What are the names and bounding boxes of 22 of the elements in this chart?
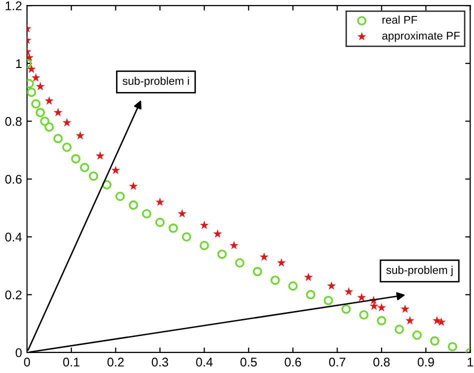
x-tick-label: 0.6 [284,358,302,367]
x-tick-label: 0.9 [418,358,434,367]
annotation: sub-problem i [122,76,189,88]
y-tick-label: 0.2 [5,290,22,300]
x-tick-label: 1 [468,358,474,366]
x-tick-label: 0 [24,358,30,367]
x-tick-label: 0.3 [152,358,168,367]
legend-label: approximate PF [382,32,460,42]
y-tick-label: 0.4 [5,232,22,242]
x-tick-label: 0.2 [107,358,124,367]
x-tick-label: 0.7 [329,358,346,367]
x-tick-label: 0.8 [373,358,390,367]
y-tick-label: 1 [16,59,22,68]
y-tick-label: 0 [16,348,22,358]
x-tick-label: 0.4 [196,358,213,367]
x-tick-label: 0.5 [240,358,257,367]
y-tick-label: 0.6 [5,174,22,184]
legend-label: real PF [382,16,418,24]
y-tick-label: 1.2 [6,1,22,10]
y-tick-label: 0.8 [5,117,22,126]
annotation: sub-problem j [386,266,453,276]
x-tick-label: 0.1 [63,358,80,367]
